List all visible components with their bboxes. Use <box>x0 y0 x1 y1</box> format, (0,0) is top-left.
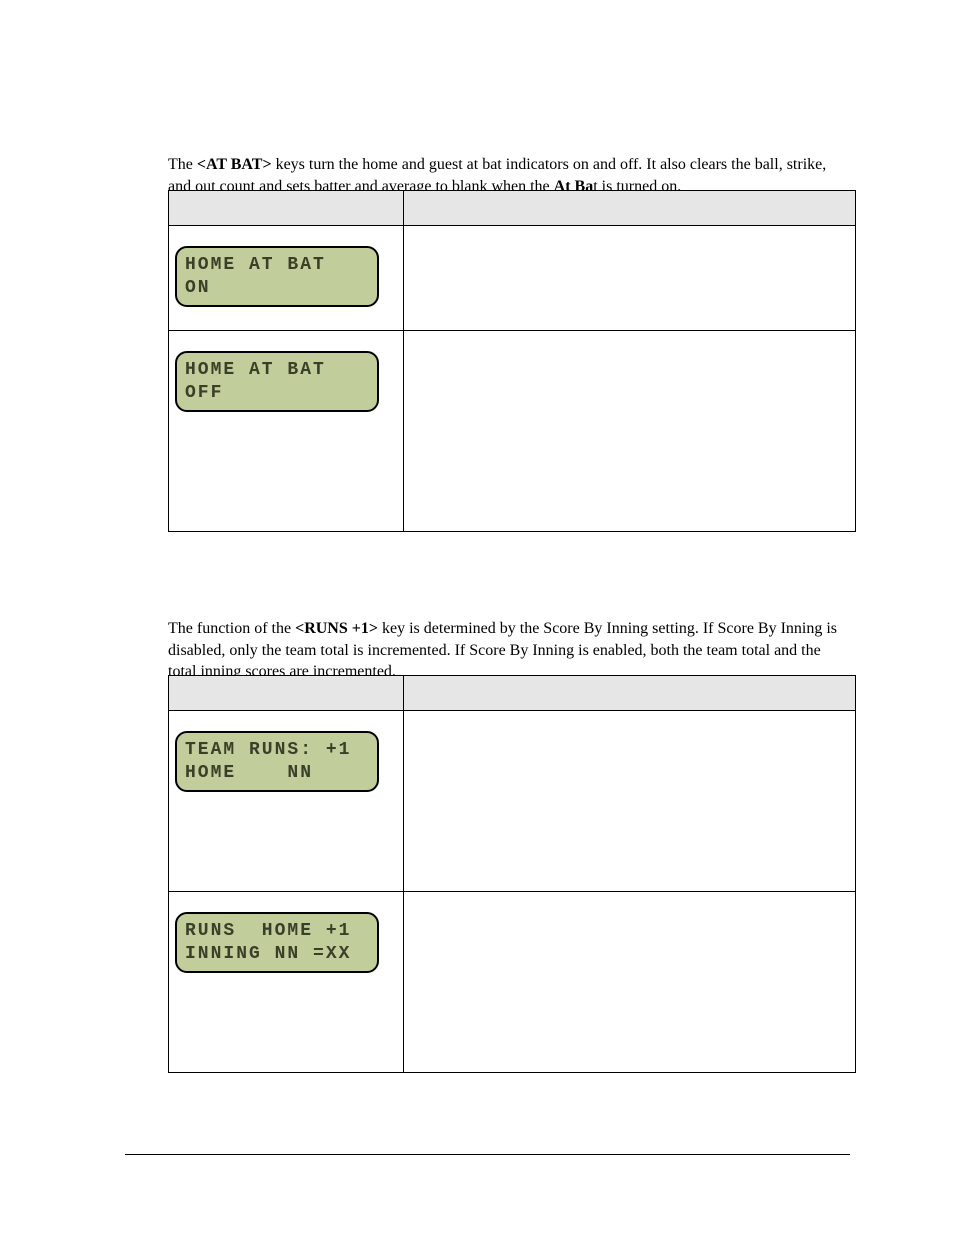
footer-rule <box>125 1154 850 1155</box>
table-header-cell <box>404 676 856 711</box>
lcd-display: RUNS HOME +1 INNING NN =XX <box>175 912 379 973</box>
key-runs-plus-1: <RUNS +1> <box>295 620 378 637</box>
table-row: HOME AT BAT ON <box>169 226 856 331</box>
table-header-row <box>169 191 856 226</box>
table-header-row <box>169 676 856 711</box>
lcd-display: HOME AT BAT ON <box>175 246 379 307</box>
lcd-line: HOME AT BAT ON <box>185 254 369 299</box>
table-header-cell <box>169 676 404 711</box>
table-cell-empty <box>404 331 856 532</box>
lcd-display: TEAM RUNS: +1 HOME NN <box>175 731 379 792</box>
table-row: TEAM RUNS: +1 HOME NN <box>169 711 856 892</box>
key-at-bat: <AT BAT> <box>197 156 272 173</box>
table-cell-lcd: HOME AT BAT ON <box>169 226 404 331</box>
lcd-line: TEAM RUNS: +1 HOME NN <box>185 739 369 784</box>
table-cell-lcd: RUNS HOME +1 INNING NN =XX <box>169 892 404 1073</box>
paragraph-runs: The function of the <RUNS +1> key is det… <box>168 618 840 683</box>
table-cell-empty <box>404 711 856 892</box>
lcd-line: RUNS HOME +1 INNING NN =XX <box>185 920 369 965</box>
table-cell-lcd: TEAM RUNS: +1 HOME NN <box>169 711 404 892</box>
table-row: HOME AT BAT OFF <box>169 331 856 532</box>
table-at-bat: HOME AT BAT ON HOME AT BAT OFF <box>168 190 856 532</box>
table-cell-empty <box>404 226 856 331</box>
table-header-cell <box>169 191 404 226</box>
table-row: RUNS HOME +1 INNING NN =XX <box>169 892 856 1073</box>
lcd-display: HOME AT BAT OFF <box>175 351 379 412</box>
table-runs: TEAM RUNS: +1 HOME NN RUNS HOME +1 INNIN… <box>168 675 856 1073</box>
table-header-cell <box>404 191 856 226</box>
text: The <box>168 156 197 173</box>
text: The function of the <box>168 620 295 637</box>
lcd-line: HOME AT BAT OFF <box>185 359 369 404</box>
table-cell-empty <box>404 892 856 1073</box>
table-cell-lcd: HOME AT BAT OFF <box>169 331 404 532</box>
